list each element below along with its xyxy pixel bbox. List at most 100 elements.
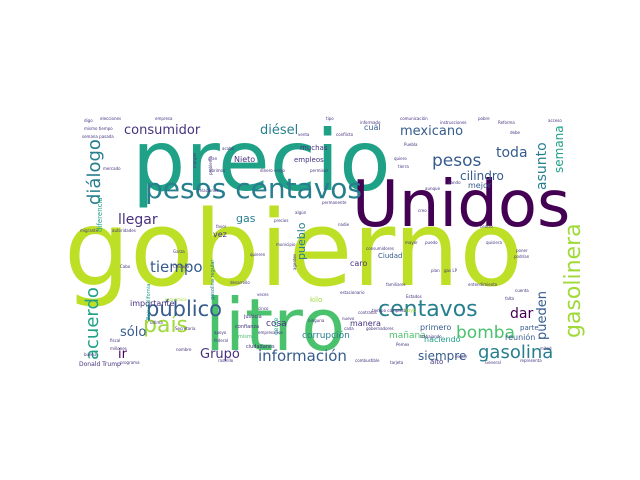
word-reunion: reunión: [505, 332, 535, 342]
word-ciudadanos: ciudadanos: [246, 344, 275, 350]
word-relaciones: relaciones: [198, 188, 218, 193]
word-mitad: mitad: [540, 346, 552, 351]
word-pemex: Pemex: [396, 342, 410, 347]
word-poner: poner: [516, 248, 528, 253]
word-ultima: última: [150, 320, 163, 325]
word-gasolina: gasolina: [478, 342, 553, 363]
word-donald-trump: Donald Trump: [79, 361, 121, 368]
word-haciendo: haciendo: [424, 335, 461, 344]
word-general: General: [485, 360, 501, 365]
word-abrimos: abrimos: [209, 168, 225, 173]
word-centavos: centavos: [378, 297, 478, 322]
word-aunque: aunque: [425, 186, 441, 191]
word-contratos: contratos: [358, 310, 377, 315]
word-nadie: nadie: [338, 222, 350, 227]
word-municipio: municipio: [276, 242, 296, 247]
word-estados: Estados: [406, 294, 422, 299]
word-manera: manera: [350, 319, 381, 328]
word-diesel: diésel: [260, 123, 298, 138]
word-cilindro: cilindro: [460, 169, 504, 183]
word-consumidores: consumidores: [366, 246, 394, 251]
word-falta: falta: [505, 296, 515, 301]
word-solo: sólo: [120, 325, 146, 340]
word-dialogo: diálogo: [84, 139, 105, 205]
word-economica: económica: [165, 297, 187, 302]
word-gas: gas: [236, 212, 256, 225]
word-ir: ir: [118, 347, 128, 362]
word-creo: creo: [418, 208, 427, 213]
word-dar: dar: [510, 306, 533, 322]
word-vez: vez: [213, 230, 227, 239]
word-asunto: asunto: [534, 142, 550, 190]
word-pesos-centavos: pesos centavos: [145, 172, 362, 205]
word-comunicacion: comunicación: [400, 116, 428, 121]
word-gente: gente: [273, 317, 280, 335]
word-millones: millones: [110, 346, 127, 351]
word-publico: público: [146, 297, 222, 321]
word-podrian: podrían: [514, 254, 530, 259]
word-rastrillo: rastrillo: [218, 358, 234, 363]
word-tiempo-completo: tiempo completo: [372, 308, 407, 313]
word-centro: centro: [480, 224, 493, 229]
word-precio: precio: [132, 112, 391, 210]
word-mexicano: mexicano: [400, 124, 463, 139]
word-instrucciones: instrucciones: [440, 120, 467, 125]
word-gas-lp: gas LP: [444, 268, 458, 273]
word-justicia: justicia: [243, 314, 262, 320]
word-informacion: información: [258, 347, 347, 365]
word-siempre: siempre: [418, 349, 466, 363]
word-quisiera: quisiera: [486, 240, 502, 245]
word-secretaria: Secretaría: [175, 326, 196, 331]
word-gobierno: gobierno: [64, 188, 523, 310]
word-digo: digo: [84, 118, 93, 123]
word-acuerdo: acuerdo: [82, 287, 103, 360]
word-acceso: acceso: [548, 118, 562, 123]
word-gasolinera: gasolinera: [561, 223, 586, 338]
word-kilo: kilo: [310, 296, 322, 304]
word-diferencia: diferencia: [96, 197, 104, 232]
word-toda: toda: [496, 145, 528, 161]
cloud-background: [70, 113, 580, 369]
word-agentes: agentes: [292, 254, 297, 270]
word-fiscal: fiscal: [110, 338, 120, 343]
word-problema: problema: [208, 155, 213, 175]
word-nuevo: nuevo: [342, 316, 355, 321]
word-reforma: Reforma: [498, 120, 515, 125]
word-primero: primero: [420, 323, 451, 332]
word-cual: cuál: [364, 123, 381, 132]
word-favor: favor: [216, 224, 227, 229]
word-puebla: Puebla: [404, 142, 418, 147]
word-parte: parte: [520, 324, 539, 332]
word-ciudad: Ciudad: [378, 252, 402, 260]
word-pesos: pesos: [432, 151, 482, 171]
word-caro: caro: [350, 259, 367, 268]
word-llegar: llegar: [118, 212, 158, 228]
word-consumidor: consumidor: [124, 123, 201, 138]
word-pueblo: pueblo: [295, 222, 308, 260]
word-mayor: mayor: [405, 240, 418, 245]
word-buena: buena: [84, 352, 97, 357]
word-tipo: tipo: [326, 116, 334, 121]
word-desarrollo: desarrollo: [230, 280, 250, 285]
word-mismo: mismo: [238, 334, 255, 340]
word-corrupcion: corrupción: [302, 330, 350, 341]
word-autoridades: autoridades: [112, 228, 136, 233]
word-gran: gran: [208, 156, 218, 161]
word-gobernadores: gobernadores: [366, 326, 394, 331]
word-federal: federal: [214, 338, 228, 343]
word-hoyo: hoyo: [404, 308, 416, 314]
word-grupo: Grupo: [200, 347, 240, 362]
word-pobre: pobre: [478, 116, 490, 121]
word-chicago: Chicago: [173, 264, 190, 269]
word-combustible: combustible: [355, 358, 380, 363]
word-dando: dando: [448, 180, 461, 185]
word-nombre: nombre: [176, 347, 192, 352]
word-familiares: familiares: [386, 282, 406, 287]
word-acabo: acabó: [222, 146, 235, 151]
word-nieto: Nieto: [234, 155, 255, 164]
word-pueden: pueden: [535, 291, 550, 340]
word-programa: programa: [120, 360, 140, 365]
word-puedo: puedo: [425, 240, 438, 245]
word-precios: precios: [274, 218, 288, 223]
word-informado: informado: [360, 120, 381, 125]
